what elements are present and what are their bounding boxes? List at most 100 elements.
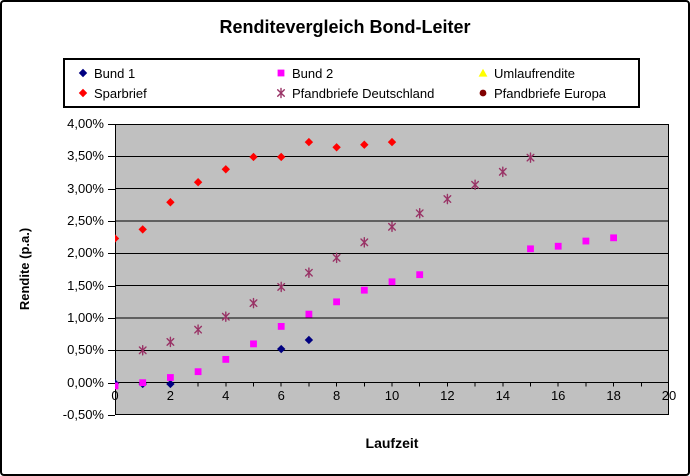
legend-item-pfandbriefe-europa: Pfandbriefe Europa	[477, 86, 638, 101]
x-axis-title: Laufzeit	[365, 435, 419, 451]
y-tick-mark	[108, 253, 115, 255]
y-tick-label: 3,00%	[67, 180, 104, 196]
y-tick-label: 3,50%	[67, 148, 104, 164]
data-point-asterisk	[249, 297, 258, 309]
y-tick-mark	[108, 285, 115, 287]
x-tick-label: 18	[606, 387, 621, 403]
data-point-asterisk	[332, 252, 341, 264]
x-tick-label: 0	[111, 387, 119, 403]
data-point-square	[250, 340, 257, 348]
x-tick-label: 8	[332, 387, 341, 403]
data-point-diamond	[193, 178, 203, 187]
diamond-icon	[78, 68, 88, 78]
data-point-asterisk	[138, 345, 147, 356]
legend-item-umlaufrendite: Umlaufrendite	[477, 66, 638, 81]
data-point-diamond	[166, 198, 175, 207]
data-point-square	[194, 368, 202, 376]
data-point-square	[388, 278, 396, 286]
legend-item-sparbrief: Sparbrief	[77, 86, 275, 101]
data-point-asterisk	[415, 207, 424, 219]
y-tick-mark	[108, 350, 115, 352]
data-point-square	[222, 355, 230, 363]
y-tick-label: 0,00%	[67, 374, 104, 390]
data-point-square	[610, 234, 617, 242]
y-tick-label: 2,00%	[67, 245, 104, 261]
x-tick-label: 14	[495, 387, 511, 403]
y-tick-mark	[108, 124, 115, 125]
y-tick-mark	[108, 156, 115, 158]
data-point-square	[277, 69, 285, 77]
legend-item-bund1: Bund 1	[77, 66, 275, 81]
legend-item-bund2: Bund 2	[275, 66, 477, 81]
y-tick-label: 1,50%	[67, 277, 104, 293]
plot-background	[115, 124, 669, 415]
legend-label: Sparbrief	[94, 85, 147, 101]
y-tick-label: 0,50%	[67, 342, 104, 358]
x-tick-label: 6	[277, 387, 285, 403]
x-tick-label: 4	[222, 387, 230, 403]
circle-icon	[479, 89, 487, 97]
y-tick-mark	[108, 382, 115, 384]
series-pfandbriefe-deutschland	[138, 152, 535, 356]
plot-canvas	[110, 124, 670, 415]
data-point-diamond	[249, 152, 258, 162]
data-point-square	[277, 323, 285, 330]
data-point-square	[111, 382, 119, 390]
x-axis-ticks	[114, 382, 670, 387]
asterisk-icon	[277, 87, 286, 99]
x-tick-label: 2	[166, 387, 174, 403]
data-point-diamond	[387, 137, 397, 147]
data-point-diamond	[277, 344, 286, 354]
data-point-asterisk	[277, 281, 286, 293]
data-point-diamond	[78, 88, 88, 98]
x-tick-label: 12	[440, 387, 455, 403]
data-point-asterisk	[166, 336, 175, 348]
y-tick-mark	[108, 415, 115, 416]
legend-label: Pfandbriefe Europa	[494, 85, 607, 101]
legend: Bund 1 Bund 2 Umlaufrendite Sparbrief Pf…	[63, 58, 640, 108]
data-point-asterisk	[277, 87, 286, 99]
y-tick-label: -0,50%	[62, 407, 104, 422]
data-point-square	[527, 245, 534, 253]
y-axis-title: Rendite (p.a.)	[17, 227, 32, 311]
triangle-icon	[478, 68, 488, 77]
legend-item-pfandbriefe-deutschland: Pfandbriefe Deutschland	[275, 86, 477, 101]
legend-label: Bund 1	[94, 65, 136, 81]
y-tick-mark	[108, 188, 115, 190]
data-point-square	[416, 271, 424, 279]
x-tick-label: 16	[550, 387, 566, 403]
y-tick-label: 4,00%	[67, 116, 104, 131]
data-point-diamond	[304, 137, 314, 147]
data-point-asterisk	[526, 152, 535, 163]
data-point-diamond	[78, 68, 88, 78]
data-point-triangle	[478, 68, 488, 77]
data-point-square	[305, 310, 313, 318]
diamond-icon	[78, 88, 88, 98]
series-bund-2	[111, 234, 617, 390]
data-point-diamond	[360, 140, 369, 149]
square-icon	[277, 69, 285, 77]
series-sparbrief	[110, 137, 397, 243]
data-point-diamond	[166, 379, 175, 389]
data-point-asterisk	[471, 179, 480, 191]
legend-label: Pfandbriefe Deutschland	[292, 85, 435, 101]
data-point-diamond	[138, 225, 147, 234]
legend-label: Bund 2	[292, 65, 334, 81]
x-tick-label: 10	[384, 387, 400, 403]
data-point-asterisk	[194, 324, 203, 335]
data-point-diamond	[221, 165, 230, 174]
data-point-square	[582, 237, 590, 245]
y-tick-mark	[108, 221, 115, 222]
x-tick-label: 20	[661, 387, 677, 403]
data-point-asterisk	[388, 221, 396, 233]
data-point-square	[554, 242, 562, 250]
data-point-square	[139, 379, 147, 387]
y-tick-label: 1,00%	[67, 310, 104, 325]
chart-title: Renditevergleich Bond-Leiter	[219, 17, 471, 37]
data-point-square	[167, 374, 174, 381]
data-point-circle	[479, 89, 487, 97]
data-point-diamond	[277, 152, 286, 162]
legend-label: Umlaufrendite	[494, 65, 575, 81]
data-point-asterisk	[221, 311, 230, 323]
